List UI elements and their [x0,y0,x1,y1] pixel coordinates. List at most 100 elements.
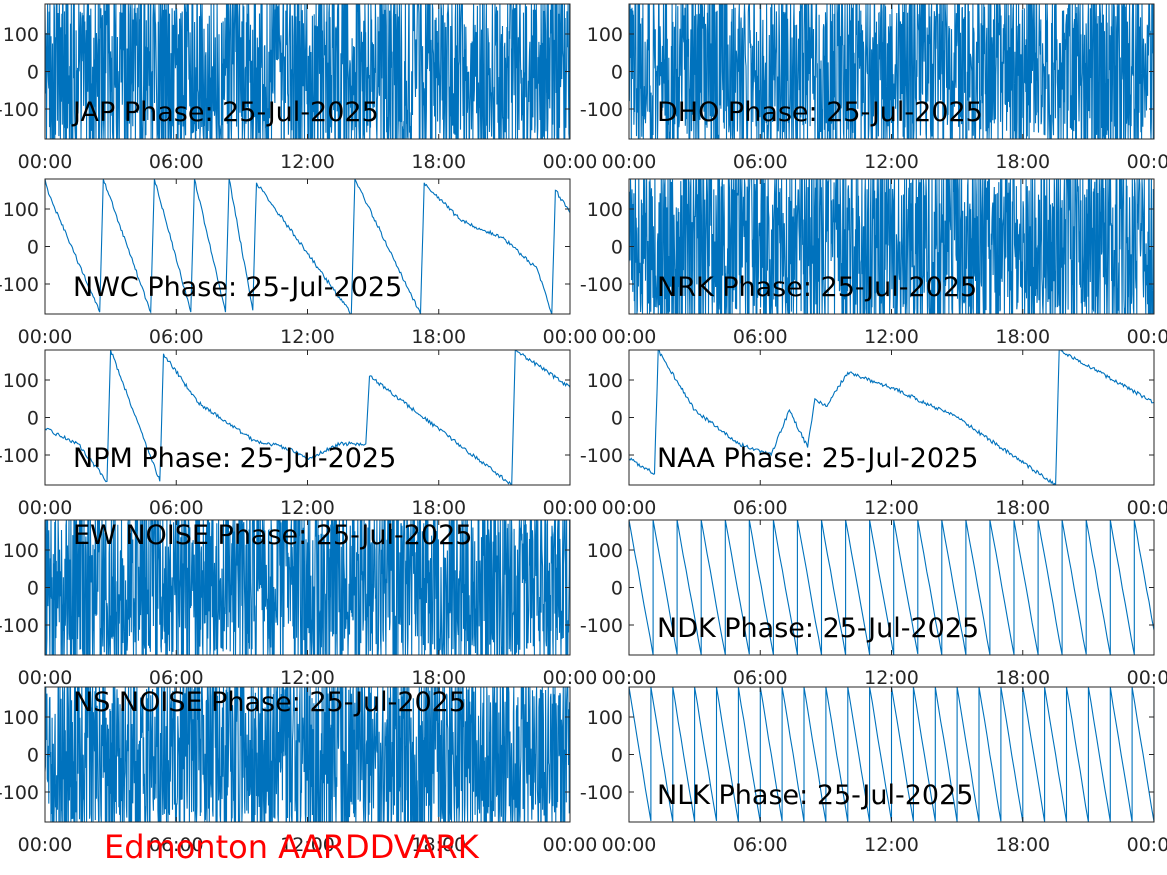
y-tick-label: -100 [580,445,623,467]
x-tick-label: 18:00 [411,667,466,689]
panel-title: NLK Phase: 25-Jul-2025 [657,780,973,811]
y-tick-label: -100 [580,782,623,804]
x-tick-label: 18:00 [411,151,466,173]
y-tick-label: 100 [587,199,623,221]
x-tick-label: 06:00 [149,326,204,348]
x-tick-label: 12:00 [864,834,919,856]
x-tick-label: 00:00 [18,834,73,856]
phase-series-line [45,350,570,485]
x-tick-label: 12:00 [864,497,919,519]
phase-panel: 100 0 -100 00:00 06:00 12:00 18:00 00:00 NAA Pha… [580,349,1167,519]
phase-series-line [45,520,570,655]
x-tick-label: 00:00 [602,667,657,689]
x-tick-label: 18:00 [995,326,1050,348]
x-tick-label: 12:00 [280,834,335,856]
x-tick-label: 00:00 [602,834,657,856]
x-tick-label: 18:00 [411,497,466,519]
phase-panel: 100 0 -100 00:00 06:00 12:00 18:00 00:00 NPM Pha… [0,349,598,519]
x-tick-label: 12:00 [280,497,335,519]
y-tick-label: 100 [3,370,39,392]
y-tick-label: 0 [611,408,623,430]
phase-series-line [629,4,1154,139]
y-tick-label: 0 [27,408,39,430]
y-tick-label: -100 [0,99,39,121]
phase-panel: 100 0 -100 00:00 06:00 12:00 18:00 00:00 NRK Pha… [580,178,1167,348]
y-tick-label: 100 [587,24,623,46]
panel-title: NPM Phase: 25-Jul-2025 [73,443,396,474]
station-label: Edmonton AARDDVARK [104,828,479,866]
x-tick-label: 06:00 [733,497,788,519]
x-tick-label: 00:00 [18,667,73,689]
x-tick-label: 06:00 [149,497,204,519]
phase-panel: 100 0 -100 00:00 06:00 12:00 18:00 00:00 NLK Pha… [580,686,1167,856]
x-tick-label: 00:00 [602,326,657,348]
panel-title: NS NOISE Phase: 25-Jul-2025 [73,687,466,718]
x-tick-label: 00:00 [543,497,598,519]
x-tick-label: 06:00 [733,151,788,173]
x-tick-label: 06:00 [149,151,204,173]
phase-series-line [629,179,1154,314]
x-tick-label: 00:00 [543,667,598,689]
phase-panel: 100 0 -100 00:00 06:00 12:00 18:00 00:00 JAP Pha… [0,3,598,173]
y-tick-label: 0 [611,62,623,84]
x-tick-label: 00:00 [1127,834,1167,856]
phase-panel: 100 0 -100 00:00 06:00 12:00 18:00 00:00 DHO Pha… [580,3,1167,173]
y-tick-label: 100 [587,707,623,729]
phase-series-line [45,4,570,139]
x-tick-label: 00:00 [602,497,657,519]
y-tick-label: 0 [27,237,39,259]
x-tick-label: 00:00 [18,497,73,519]
y-tick-label: 0 [27,578,39,600]
x-tick-label: 18:00 [995,151,1050,173]
phase-series-line [45,687,570,822]
y-tick-label: 0 [27,62,39,84]
x-tick-label: 12:00 [280,151,335,173]
x-tick-label: 06:00 [149,834,204,856]
panel-title: NDK Phase: 25-Jul-2025 [657,613,979,644]
x-tick-label: 12:00 [280,667,335,689]
y-tick-label: 100 [587,370,623,392]
y-tick-label: -100 [0,274,39,296]
x-tick-label: 06:00 [733,834,788,856]
y-tick-label: -100 [580,99,623,121]
x-tick-label: 06:00 [733,326,788,348]
x-tick-label: 00:00 [543,834,598,856]
y-tick-label: 100 [587,540,623,562]
y-tick-label: 100 [3,540,39,562]
y-tick-label: 100 [3,707,39,729]
panel-title: NRK Phase: 25-Jul-2025 [657,272,977,303]
panel-title: DHO Phase: 25-Jul-2025 [657,97,983,128]
phase-series-line [629,350,1154,485]
x-tick-label: 00:00 [543,151,598,173]
y-tick-label: 100 [3,199,39,221]
x-tick-label: 12:00 [864,667,919,689]
y-tick-label: 0 [27,745,39,767]
x-tick-label: 18:00 [995,834,1050,856]
phase-panel: 100 0 -100 00:00 06:00 12:00 18:00 00:00 NDK Pha… [580,519,1167,689]
x-tick-label: 18:00 [411,834,466,856]
y-tick-label: -100 [0,782,39,804]
panel-title: NWC Phase: 25-Jul-2025 [73,272,402,303]
phase-panel: 100 0 -100 00:00 06:00 12:00 18:00 00:00 NS NOIS… [0,686,598,856]
phase-panel: 100 0 -100 00:00 06:00 12:00 18:00 00:00 EW NOIS… [0,519,598,689]
phase-series-line [629,520,1154,655]
x-tick-label: 06:00 [733,667,788,689]
x-tick-label: 00:00 [602,151,657,173]
x-tick-label: 18:00 [995,497,1050,519]
x-tick-label: 18:00 [995,667,1050,689]
y-tick-label: 0 [611,745,623,767]
phase-series-line [629,687,1154,822]
y-tick-label: -100 [0,615,39,637]
x-tick-label: 00:00 [18,151,73,173]
x-tick-label: 00:00 [543,326,598,348]
y-tick-label: 0 [611,237,623,259]
x-tick-label: 00:00 [18,326,73,348]
y-tick-label: -100 [0,445,39,467]
x-tick-label: 06:00 [149,667,204,689]
x-tick-label: 12:00 [280,326,335,348]
y-tick-label: 100 [3,24,39,46]
x-tick-label: 00:00 [1127,326,1167,348]
phase-series-line [45,179,570,314]
y-tick-label: 0 [611,578,623,600]
